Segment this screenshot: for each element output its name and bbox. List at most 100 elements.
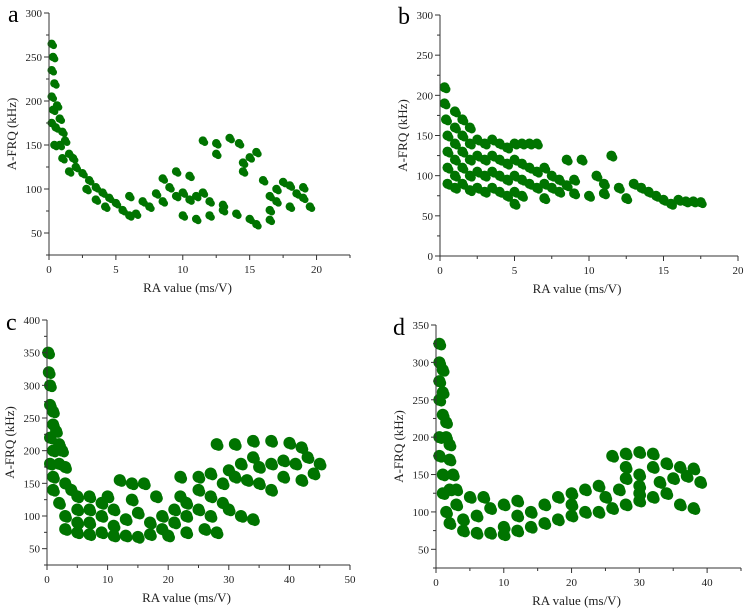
data-point xyxy=(214,141,222,149)
data-point xyxy=(183,513,194,523)
data-point xyxy=(208,199,215,207)
data-point xyxy=(201,191,209,198)
data-point xyxy=(505,145,514,154)
data-point xyxy=(555,516,565,527)
y-tick-label: 50 xyxy=(31,228,43,240)
x-tick-label: 5 xyxy=(113,264,119,276)
data-point xyxy=(622,450,633,461)
data-point xyxy=(181,214,189,221)
data-point xyxy=(512,201,521,210)
data-point xyxy=(234,212,242,219)
data-point xyxy=(443,117,452,126)
data-point xyxy=(104,493,115,504)
data-point xyxy=(452,173,461,182)
data-point xyxy=(452,109,461,118)
data-point xyxy=(288,184,296,191)
data-point xyxy=(487,530,498,540)
panel-c: 0 10 20 30 40 50 50 100 150 200 250 300 350 400 RA val… xyxy=(2,310,356,605)
data-point xyxy=(445,133,454,142)
data-point xyxy=(188,174,195,182)
data-point xyxy=(473,530,484,540)
data-point xyxy=(595,509,606,519)
y-axis-title: A-FRQ (kHz) xyxy=(391,410,406,483)
data-point xyxy=(50,474,60,484)
data-point xyxy=(183,500,194,510)
panel-a: 0 5 10 15 20 50 100 150 200 250 300 RA value (ms/V)… xyxy=(4,2,351,295)
x-tick-label: 10 xyxy=(498,577,510,589)
data-point xyxy=(275,199,282,207)
x-tick-label: 20 xyxy=(311,264,323,276)
data-point xyxy=(594,173,603,182)
data-point xyxy=(208,214,215,221)
data-point xyxy=(94,198,102,205)
y-tick-label: 200 xyxy=(26,96,43,108)
x-tick-label: 50 xyxy=(345,574,357,586)
data-point xyxy=(467,125,476,134)
data-point xyxy=(286,440,297,450)
data-point xyxy=(67,170,75,177)
scatter-series xyxy=(439,82,707,210)
data-point xyxy=(636,497,647,508)
y-tick-label: 100 xyxy=(417,171,434,183)
data-point xyxy=(500,524,511,534)
data-point xyxy=(207,493,218,504)
panel-letter: b xyxy=(398,4,410,30)
data-point xyxy=(74,493,85,504)
data-point xyxy=(268,460,279,471)
y-tick-label: 0 xyxy=(428,251,434,263)
data-point xyxy=(482,157,491,166)
x-tick-label: 5 xyxy=(512,265,518,277)
data-point xyxy=(460,117,469,126)
x-tick-label: 30 xyxy=(223,574,235,586)
data-point xyxy=(445,165,454,174)
x-axis-title: RA value (ms/V) xyxy=(532,593,621,608)
data-point xyxy=(268,208,276,216)
data-point xyxy=(467,494,477,504)
data-point xyxy=(301,196,309,204)
data-point xyxy=(219,480,230,491)
data-point xyxy=(650,450,660,461)
data-point xyxy=(254,222,262,230)
data-point xyxy=(194,194,202,202)
x-tick-label: 10 xyxy=(102,574,114,586)
data-point xyxy=(129,496,139,507)
data-point xyxy=(482,173,491,182)
data-point xyxy=(135,509,145,520)
data-point xyxy=(98,529,109,540)
data-point xyxy=(98,500,109,510)
data-point xyxy=(568,490,579,501)
data-point xyxy=(534,141,543,150)
y-tick-label: 150 xyxy=(26,140,43,152)
data-point xyxy=(213,441,224,451)
y-tick-label: 150 xyxy=(417,131,434,143)
data-point xyxy=(505,193,514,202)
data-point xyxy=(181,191,189,198)
data-point xyxy=(256,464,266,474)
data-point xyxy=(51,108,59,116)
data-point xyxy=(534,169,543,178)
data-point xyxy=(572,191,581,200)
data-point xyxy=(195,487,206,497)
data-point xyxy=(602,494,613,504)
data-point xyxy=(161,177,169,184)
data-point xyxy=(690,465,701,476)
data-point xyxy=(446,456,457,467)
data-point xyxy=(171,519,182,530)
data-point xyxy=(56,500,66,510)
panel-letter: c xyxy=(6,310,17,336)
data-point xyxy=(135,534,145,544)
data-point xyxy=(232,441,242,451)
y-tick-label: 350 xyxy=(24,348,41,360)
data-point xyxy=(582,509,592,519)
data-point xyxy=(541,501,552,512)
x-tick-label: 0 xyxy=(433,577,439,589)
data-point xyxy=(453,486,464,497)
x-tick-label: 15 xyxy=(658,265,670,277)
data-point xyxy=(86,493,97,504)
data-point xyxy=(171,506,182,517)
data-point xyxy=(195,474,206,484)
data-point xyxy=(450,471,460,482)
data-point xyxy=(59,447,69,458)
y-tick-label: 200 xyxy=(417,90,434,102)
